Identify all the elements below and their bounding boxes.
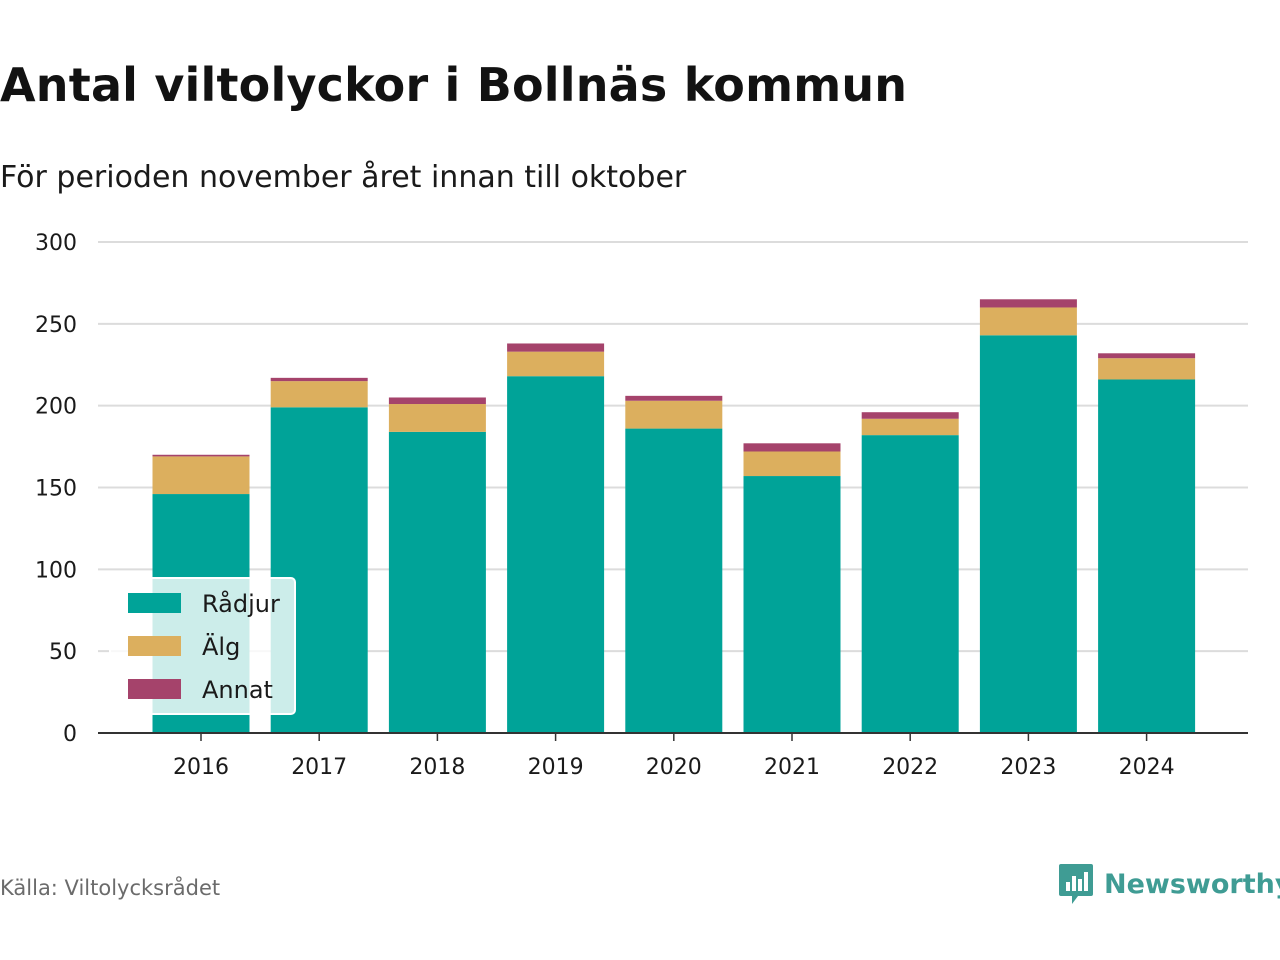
bar-segment — [861, 412, 959, 419]
bar-segment — [152, 454, 250, 457]
bar-segment — [507, 376, 605, 733]
x-tick-label: 2018 — [409, 755, 465, 780]
axes: 0 50 100 150 200 250 300 2016 2017 2018 2019 2020 20… — [35, 231, 1248, 780]
bar-segment — [507, 351, 605, 377]
newsworthy-logo-icon — [1059, 864, 1093, 904]
x-tick-label: 2017 — [291, 755, 347, 780]
bar-segment — [1098, 353, 1196, 359]
x-tick-label: 2021 — [764, 755, 820, 780]
stacked-bar-chart: 0 50 100 150 200 250 300 2016 2017 2018 2019 2020 20… — [35, 231, 1248, 780]
y-tick-label: 150 — [35, 477, 77, 502]
x-tick-label: 2023 — [1000, 755, 1056, 780]
bar-segment — [1098, 379, 1196, 733]
bar-segment — [152, 456, 250, 495]
bar-segment — [861, 418, 959, 436]
bar-segment — [270, 381, 368, 408]
bar-segment — [388, 404, 486, 432]
x-tick-label: 2020 — [646, 755, 702, 780]
bar-segment — [743, 451, 841, 477]
bar-segment — [625, 400, 723, 429]
bars — [152, 299, 1196, 733]
brand-logo: Newsworthy — [1058, 862, 1280, 906]
y-tick-label: 250 — [35, 313, 77, 338]
x-tick-label: 2016 — [173, 755, 229, 780]
bar-segment — [979, 307, 1077, 336]
legend-swatch — [128, 679, 181, 699]
y-tick-label: 0 — [63, 722, 77, 747]
bar-segment — [743, 443, 841, 452]
bar-segment — [743, 476, 841, 733]
legend-label: Älg — [202, 632, 240, 661]
legend-label: Rådjur — [202, 589, 280, 618]
x-tick-label: 2024 — [1119, 755, 1175, 780]
legend-swatch — [128, 636, 181, 656]
x-tick-label: 2019 — [528, 755, 584, 780]
legend-swatch — [128, 593, 181, 613]
bar-segment — [979, 335, 1077, 733]
bar-segment — [979, 299, 1077, 308]
bar-segment — [625, 395, 723, 401]
y-tick-label: 300 — [35, 231, 77, 256]
bar-segment — [270, 377, 368, 382]
x-tick-label: 2022 — [882, 755, 938, 780]
legend: Rådjur Älg Annat — [109, 577, 296, 715]
y-tick-label: 50 — [49, 640, 77, 665]
bar-segment — [388, 397, 486, 405]
legend-label: Annat — [202, 676, 273, 704]
source-note: Källa: Viltolycksrådet — [0, 876, 221, 900]
chart-title: Antal viltolyckor i Bollnäs kommun — [0, 58, 908, 112]
bar-segment — [1098, 358, 1196, 380]
bar-segment — [388, 431, 486, 733]
bar-segment — [861, 435, 959, 733]
y-tick-label: 200 — [35, 395, 77, 420]
brand-name: Newsworthy — [1104, 868, 1280, 900]
bar-segment — [625, 428, 723, 733]
chart-subtitle: För perioden november året innan till ok… — [0, 160, 687, 195]
y-tick-label: 100 — [35, 558, 77, 583]
bar-segment — [507, 343, 605, 352]
